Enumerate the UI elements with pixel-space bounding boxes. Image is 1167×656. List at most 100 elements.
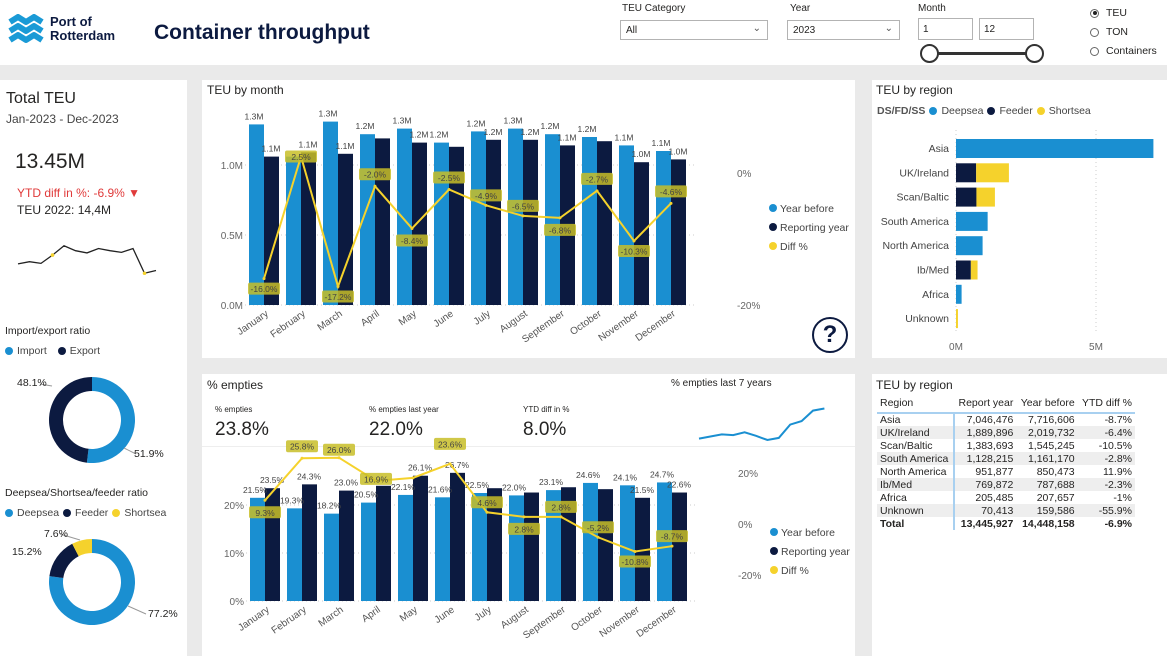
logo-text: Port of Rotterdam — [50, 15, 115, 43]
column-header[interactable]: Report year — [958, 396, 1014, 409]
shortsea-pct-label: 7.6% — [44, 528, 68, 540]
table-row: Unknown 70,413 159,586 -55.9% — [877, 504, 1135, 517]
x-tick-label: May — [397, 308, 419, 328]
bar-label: 1.2M — [430, 130, 449, 140]
legend-deepsea: Deepsea — [941, 105, 984, 117]
legend-shortsea: Shortsea — [1048, 105, 1091, 117]
diff-point — [595, 189, 599, 193]
column-header[interactable]: YTD diff % — [1082, 396, 1132, 409]
table-cell: -6.4% — [1104, 426, 1132, 439]
total-teu-value: 13.45M — [15, 150, 86, 173]
month-slider-start-handle[interactable] — [920, 44, 939, 63]
bar-reporting-year — [302, 484, 317, 601]
diff-label: -6.8% — [549, 225, 572, 235]
table-cell: 13,445,927 — [960, 517, 1014, 530]
empties-title: % empties — [207, 378, 264, 392]
month-slider-end-handle[interactable] — [1025, 44, 1044, 63]
table-row: North America 951,877 850,473 11.9% — [877, 465, 1135, 478]
bar-feeder — [956, 163, 977, 183]
legend-dot — [769, 204, 777, 212]
diff-label: -2.5% — [438, 173, 461, 183]
month-slider-track[interactable] — [929, 52, 1035, 55]
y-tick-label: 10% — [224, 549, 244, 560]
legend-dot — [770, 547, 778, 555]
radio-icon — [1090, 27, 1099, 37]
bar-label: 1.3M — [245, 111, 264, 121]
bar-year-before — [620, 485, 635, 601]
diff-label: 23.6% — [438, 439, 463, 449]
bar-year-before — [397, 128, 412, 305]
bar-label: 1.1M — [262, 144, 281, 154]
table-cell: 14,448,158 — [1022, 517, 1075, 530]
bar-label: 1.2M — [578, 124, 597, 134]
bar-shortsea — [976, 187, 995, 207]
diff-point — [484, 203, 488, 207]
ytd-diff-text: YTD diff in %: -6.9% ▼ — [17, 186, 141, 200]
column-header[interactable]: Year before — [1020, 396, 1075, 409]
donut-slice — [48, 377, 92, 463]
year-select[interactable]: 2023 ⌄ — [787, 20, 900, 40]
kpi-label: YTD diff in % — [523, 405, 570, 414]
x-tick-label: 0M — [949, 342, 963, 353]
column-header[interactable]: Region — [880, 396, 914, 409]
table-cell: 787,688 — [1036, 478, 1075, 491]
deepsea-legend-dot — [5, 509, 13, 517]
diff-label-bg — [544, 223, 576, 236]
x-tick-label: March — [317, 604, 346, 629]
table-cell: 70,413 — [981, 504, 1014, 517]
table-row: Africa 205,485 207,657 -1% — [877, 491, 1135, 504]
diff-point — [337, 456, 341, 460]
legend-dot — [769, 242, 777, 250]
month-label: Month — [918, 3, 946, 14]
diff-label-bg — [471, 496, 503, 509]
bar-label: 24.3% — [297, 471, 322, 481]
radio-label: TEU — [1106, 7, 1127, 19]
donut-slice — [49, 539, 136, 625]
donut-slice — [86, 377, 135, 463]
bar-label: 1.0M — [632, 149, 651, 159]
port-logo-icon — [8, 14, 44, 43]
diff-label-bg — [360, 472, 392, 485]
question-circle-icon[interactable]: ? — [812, 317, 848, 353]
bar-year-before — [472, 493, 487, 601]
y-tick-label: 1.0M — [221, 161, 243, 172]
diff-point — [410, 226, 414, 230]
total-teu-title: Total TEU — [6, 90, 76, 107]
radio-containers[interactable]: Containers — [1090, 45, 1157, 57]
diff-label: -4.6% — [660, 187, 683, 197]
month-to-input[interactable]: 12 — [979, 18, 1034, 40]
diff-point — [373, 184, 377, 188]
legend-deepsea: Deepsea — [17, 507, 60, 519]
table-cell: -55.9% — [1098, 504, 1132, 517]
diff-label: -10.8% — [622, 557, 649, 567]
bar-label: 1.1M — [336, 141, 355, 151]
radio-teu[interactable]: TEU — [1090, 7, 1127, 19]
bar-reporting-year — [339, 490, 354, 601]
x-tick-label: August — [499, 604, 531, 631]
bar-label: 1.2M — [484, 127, 503, 137]
x-tick-label: June — [433, 604, 457, 626]
bar-label: 22.5% — [465, 480, 490, 490]
diff-label: 26.0% — [327, 445, 352, 455]
teu-category-select[interactable]: All ⌄ — [620, 20, 768, 40]
table-cell: 1,161,170 — [1027, 452, 1075, 465]
diff-label-bg — [581, 172, 613, 185]
y-tick-label: 20% — [224, 501, 244, 512]
diff-label: 9.3% — [255, 508, 275, 518]
radio-label: Containers — [1106, 45, 1157, 57]
bar-reporting-year — [523, 139, 538, 305]
radio-ton[interactable]: TON — [1090, 26, 1128, 38]
diff-label-bg — [434, 437, 466, 450]
bar-reporting-year — [412, 142, 427, 305]
table-cell: -10.5% — [1098, 439, 1132, 452]
month-from-input[interactable]: 1 — [918, 18, 973, 40]
table-cell: 2,019,732 — [1027, 426, 1075, 439]
bar-label: 1.2M — [356, 121, 375, 131]
table-row: UK/Ireland 1,889,896 2,019,732 -6.4% — [877, 426, 1135, 439]
region-bar-chart: 0M 5M Asia UK/Ireland Scan/Baltic South Ameri… — [881, 130, 1154, 353]
diff-label: -6.5% — [512, 201, 535, 211]
bar-label: 1.1M — [615, 132, 634, 142]
chevron-down-icon: ⌄ — [752, 23, 761, 34]
legend-shortsea: Shortsea — [124, 507, 167, 519]
legend-label: Year before — [781, 527, 835, 539]
